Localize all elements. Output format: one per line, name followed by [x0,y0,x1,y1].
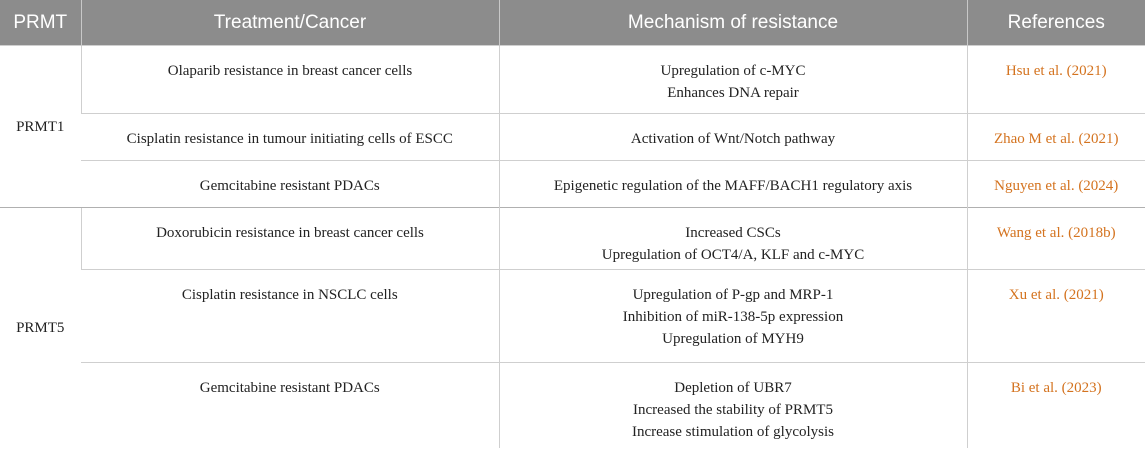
reference-cell: Bi et al. (2023) [966,362,1145,448]
mechanism-cell: Upregulation of c-MYC Enhances DNA repai… [498,45,967,114]
mechanism-line: Increased CSCs [685,225,781,241]
mechanism-cell: Activation of Wnt/Notch pathway [498,113,967,161]
reference-link[interactable]: Hsu et al. (2021) [1005,63,1107,79]
mechanism-line: Increased the stability of PRMT5 [633,402,833,418]
mechanism-cell: Upregulation of P-gp and MRP-1 Inhibitio… [498,269,967,363]
treatment-cell: Cisplatin resistance in tumour initiatin… [81,113,499,161]
table-row: Cisplatin resistance in NSCLC cells Upre… [0,269,1145,363]
reference-cell: Nguyen et al. (2024) [966,160,1145,208]
prmt-cell: PRMT5 [0,207,81,448]
mechanism-cell: Epigenetic regulation of the MAFF/BACH1 … [498,160,967,208]
table-row: Gemcitabine resistant PDACs Epigenetic r… [0,160,1145,208]
mechanism-cell: Depletion of UBR7 Increased the stabilit… [498,362,967,448]
mechanism-line: Increase stimulation of glycolysis [631,424,835,440]
header-mechanism: Mechanism of resistance [498,0,967,46]
header-references: References [966,0,1145,46]
reference-link[interactable]: Xu et al. (2021) [1008,287,1104,303]
reference-cell: Wang et al. (2018b) [966,207,1145,270]
table-row: PRMT1 Olaparib resistance in breast canc… [0,45,1145,208]
mechanism-line: Depletion of UBR7 [674,380,792,396]
header-row: PRMT Treatment/Cancer Mechanism of resis… [0,0,1145,46]
mechanism-cell: Increased CSCs Upregulation of OCT4/A, K… [498,207,967,270]
mechanism-line: Upregulation of P-gp and MRP-1 [632,287,834,303]
reference-link[interactable]: Nguyen et al. (2024) [994,178,1119,194]
reference-cell: Hsu et al. (2021) [966,45,1145,114]
mechanism-line: Enhances DNA repair [667,85,799,101]
treatment-cell: Gemcitabine resistant PDACs [81,362,499,448]
reference-link[interactable]: Wang et al. (2018b) [996,225,1116,241]
prmt-cell: PRMT1 [0,45,81,208]
mechanism-line: Upregulation of OCT4/A, KLF and c-MYC [601,247,865,263]
reference-link[interactable]: Zhao M et al. (2021) [993,131,1119,147]
reference-link[interactable]: Bi et al. (2023) [1010,380,1102,396]
table-row: Gemcitabine resistant PDACs Depletion of… [0,362,1145,448]
header-prmt: PRMT [0,0,81,46]
reference-cell: Zhao M et al. (2021) [966,113,1145,161]
treatment-cell: Gemcitabine resistant PDACs [81,160,499,208]
treatment-cell: Doxorubicin resistance in breast cancer … [80,207,499,270]
treatment-cell: Olaparib resistance in breast cancer cel… [80,45,499,114]
table-row: Cisplatin resistance in tumour initiatin… [0,113,1145,161]
header-treatment: Treatment/Cancer [80,0,499,46]
mechanism-line: Upregulation of MYH9 [662,331,804,347]
mechanism-line: Upregulation of c-MYC [660,63,806,79]
mechanism-line: Epigenetic regulation of the MAFF/BACH1 … [553,178,913,194]
mechanism-line: Inhibition of miR-138-5p expression [622,309,844,325]
reference-cell: Xu et al. (2021) [966,269,1145,363]
table-row: PRMT5 Doxorubicin resistance in breast c… [0,207,1145,448]
treatment-cell: Cisplatin resistance in NSCLC cells [81,269,499,363]
mechanism-line: Activation of Wnt/Notch pathway [630,131,836,147]
